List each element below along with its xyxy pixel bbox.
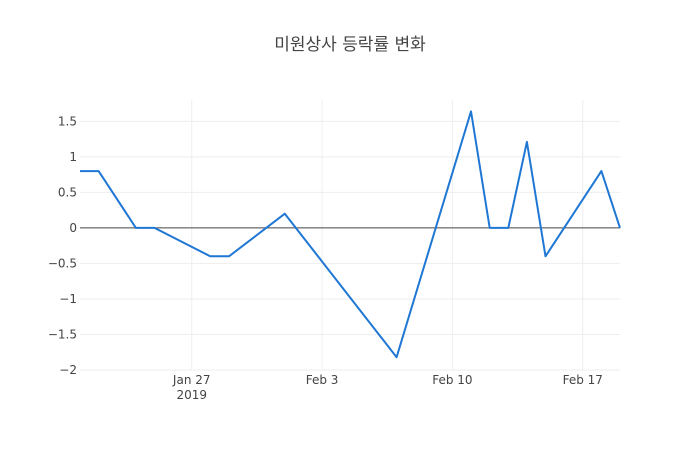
y-tick-label: −1.5 <box>48 327 77 341</box>
y-gridlines <box>80 120 620 371</box>
y-tick-label: 1 <box>69 150 77 164</box>
chart-title: 미원상사 등락률 변화 <box>274 35 426 55</box>
x-tick-label: Feb 3 <box>306 373 339 387</box>
x-tick-label: Feb 17 <box>563 373 603 387</box>
series-line <box>80 110 621 359</box>
y-tick-label: 1.5 <box>58 114 77 128</box>
x-tick-label: Feb 10 <box>432 373 472 387</box>
x-tick-sublabel: 2019 <box>176 388 207 402</box>
y-tick-label: 0 <box>69 221 77 235</box>
series-layer <box>80 110 621 359</box>
y-tick-label: −2 <box>59 363 77 377</box>
y-tick-label: −0.5 <box>48 256 77 270</box>
y-tick-label: −1 <box>59 292 77 306</box>
x-tick-label: Jan 27 <box>172 373 211 387</box>
y-tick-label: 0.5 <box>58 185 77 199</box>
y-axis-ticks: 1.5 1 0.5 0 −0.5 −1 −1.5 −2 <box>48 114 77 377</box>
x-gridlines <box>191 100 584 370</box>
